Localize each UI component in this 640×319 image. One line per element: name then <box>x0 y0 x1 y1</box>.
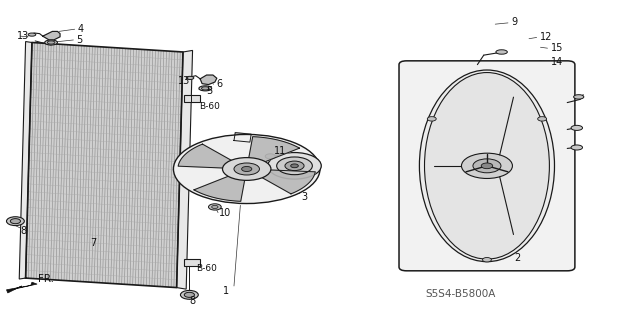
Ellipse shape <box>28 33 36 36</box>
Text: 5: 5 <box>77 35 83 45</box>
Ellipse shape <box>186 76 194 79</box>
Text: 2: 2 <box>515 253 520 263</box>
Ellipse shape <box>573 95 584 99</box>
Text: 5: 5 <box>207 85 213 96</box>
Ellipse shape <box>571 125 582 130</box>
Text: 6: 6 <box>217 79 223 89</box>
FancyBboxPatch shape <box>399 61 575 271</box>
Ellipse shape <box>291 164 298 168</box>
Ellipse shape <box>234 163 259 175</box>
Text: 12: 12 <box>540 32 552 42</box>
Ellipse shape <box>285 161 304 171</box>
Ellipse shape <box>419 70 554 262</box>
Ellipse shape <box>538 117 547 121</box>
Ellipse shape <box>184 292 195 297</box>
Ellipse shape <box>47 41 55 44</box>
Text: 8: 8 <box>189 296 195 306</box>
Text: 13: 13 <box>178 76 190 86</box>
Text: 13: 13 <box>17 31 29 41</box>
Bar <box>184 259 200 266</box>
Text: 11: 11 <box>274 146 286 156</box>
Polygon shape <box>194 175 245 201</box>
Polygon shape <box>19 41 32 279</box>
Ellipse shape <box>265 154 275 159</box>
Text: FR.: FR. <box>38 274 54 284</box>
Ellipse shape <box>209 204 221 210</box>
Text: 9: 9 <box>511 17 517 27</box>
Ellipse shape <box>473 159 501 173</box>
Polygon shape <box>234 133 251 142</box>
Ellipse shape <box>10 219 20 224</box>
Ellipse shape <box>6 217 24 226</box>
Ellipse shape <box>212 205 218 209</box>
Ellipse shape <box>481 163 493 169</box>
Text: 15: 15 <box>550 43 563 53</box>
Ellipse shape <box>180 290 198 299</box>
Ellipse shape <box>461 153 513 178</box>
Ellipse shape <box>199 86 212 91</box>
Polygon shape <box>178 144 234 168</box>
Text: 1: 1 <box>223 286 229 296</box>
Text: 10: 10 <box>220 208 232 218</box>
Ellipse shape <box>223 158 271 180</box>
Ellipse shape <box>496 50 508 54</box>
Text: 4: 4 <box>78 24 84 34</box>
Text: S5S4-B5800A: S5S4-B5800A <box>425 289 495 299</box>
Ellipse shape <box>424 72 549 259</box>
Ellipse shape <box>276 157 312 175</box>
Text: 14: 14 <box>550 57 563 67</box>
Text: B-60: B-60 <box>200 102 220 111</box>
Text: 3: 3 <box>301 192 307 202</box>
Polygon shape <box>260 170 316 194</box>
Ellipse shape <box>571 145 582 150</box>
Ellipse shape <box>268 152 321 179</box>
Text: B-60: B-60 <box>196 264 216 273</box>
Ellipse shape <box>242 167 252 172</box>
Polygon shape <box>248 137 300 163</box>
Ellipse shape <box>202 87 209 90</box>
Polygon shape <box>26 42 183 287</box>
Polygon shape <box>43 32 60 40</box>
Ellipse shape <box>428 117 436 121</box>
Ellipse shape <box>483 257 492 262</box>
Polygon shape <box>200 75 217 85</box>
Polygon shape <box>6 282 37 293</box>
Text: 8: 8 <box>20 226 27 236</box>
Polygon shape <box>177 50 193 289</box>
Ellipse shape <box>45 40 58 45</box>
Ellipse shape <box>173 134 320 204</box>
Text: 7: 7 <box>91 238 97 248</box>
Bar <box>184 95 200 102</box>
